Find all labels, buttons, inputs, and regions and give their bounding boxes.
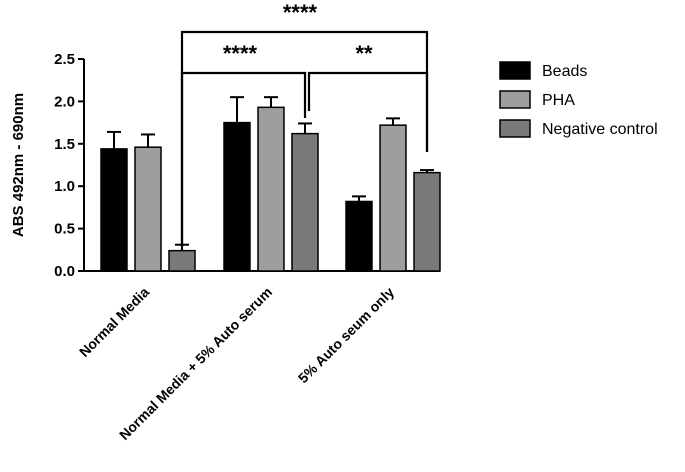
- significance-label-2: **: [355, 41, 373, 66]
- y-tick-label: 0.0: [54, 263, 75, 280]
- bar-1-0: [134, 146, 162, 272]
- bar-1-2: [379, 124, 407, 272]
- legend-swatch-0: [499, 61, 531, 80]
- bar-0-2: [345, 200, 373, 272]
- significance-label-0: ****: [283, 0, 318, 25]
- bar-0-0: [100, 148, 128, 272]
- y-tick-label: 1.5: [54, 136, 75, 153]
- significance-label-1: ****: [223, 41, 258, 66]
- significance-bracket-1: [180, 71, 307, 247]
- bar-2-0: [168, 249, 196, 272]
- y-axis-title: ABS 492nm - 690nm: [10, 93, 27, 237]
- legend-label-2: Negative control: [542, 121, 658, 138]
- significance-bracket-2: [307, 71, 429, 152]
- x-category-label: 5% Auto seum only: [295, 284, 397, 386]
- y-tick-label: 1.0: [54, 178, 75, 195]
- bar-0-1: [223, 121, 251, 272]
- bar-2-2: [413, 171, 441, 272]
- bar-1-1: [257, 106, 285, 272]
- legend-label-0: Beads: [542, 63, 587, 80]
- bar-2-1: [291, 132, 319, 272]
- legend-swatch-1: [499, 90, 531, 109]
- y-tick-label: 0.5: [54, 221, 75, 238]
- x-category-label: Normal Media + 5% Auto serum: [116, 284, 275, 443]
- x-category-label: Normal Media: [76, 284, 152, 360]
- y-tick-label: 2.5: [54, 51, 75, 68]
- legend-swatch-2: [499, 119, 531, 138]
- legend-label-1: PHA: [542, 92, 575, 109]
- y-tick-label: 2.0: [54, 93, 75, 110]
